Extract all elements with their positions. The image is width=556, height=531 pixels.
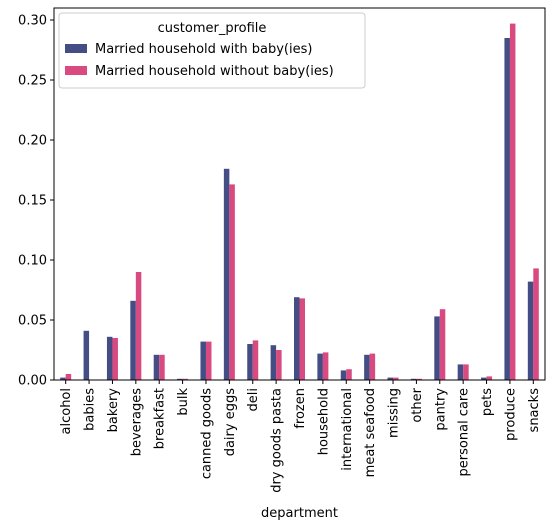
x-tick-label: breakfast <box>153 388 168 449</box>
y-tick-label: 0.10 <box>18 254 47 269</box>
bar-without-babies-deli <box>252 340 259 380</box>
bar-with-babies-beverages <box>130 300 136 380</box>
x-tick-label: dry goods pasta <box>270 388 285 493</box>
bar-with-babies-missing <box>387 377 394 380</box>
x-tick-label: deli <box>246 388 261 411</box>
bar-with-babies-babies <box>83 330 90 380</box>
bar-without-babies-pantry <box>439 309 446 380</box>
bar-with-babies-pantry <box>434 316 440 380</box>
x-tick-label: pets <box>480 388 495 416</box>
y-tick-label: 0.30 <box>18 14 47 29</box>
bar-without-babies-personal-care <box>463 364 469 380</box>
bar-without-babies-household <box>322 352 329 380</box>
bar-without-babies-meat-seafood <box>369 353 376 380</box>
bar-with-babies-household <box>317 353 323 380</box>
bar-with-babies-meat-seafood <box>364 354 370 380</box>
x-tick-label: babies <box>83 388 98 431</box>
bar-without-babies-bakery <box>112 338 118 380</box>
x-tick-label: pantry <box>433 388 448 431</box>
x-tick-label: personal care <box>457 388 472 476</box>
bar-with-babies-bakery <box>106 336 113 380</box>
y-tick-label: 0.15 <box>18 194 47 209</box>
bar-with-babies-canned-goods <box>200 341 206 380</box>
bar-without-babies-alcohol <box>65 374 72 380</box>
legend-swatch-without-babies <box>65 66 87 75</box>
legend-label-without-babies: Married household without baby(ies) <box>95 64 334 79</box>
x-axis-label: department <box>261 506 338 521</box>
bar-with-babies-deli <box>247 344 253 380</box>
bar-without-babies-other <box>416 378 422 380</box>
y-tick-label: 0.25 <box>18 74 47 89</box>
bar-without-babies-dry-goods-pasta <box>276 350 282 380</box>
bar-with-babies-other <box>410 378 417 380</box>
bar-with-babies-dairy-eggs <box>223 168 230 380</box>
bar-with-babies-personal-care <box>457 364 464 380</box>
bar-with-babies-bulk <box>177 378 183 380</box>
x-tick-label: missing <box>387 388 402 438</box>
bar-without-babies-breakfast <box>159 354 165 380</box>
bar-with-babies-dry-goods-pasta <box>270 345 277 380</box>
bar-without-babies-canned-goods <box>205 341 212 380</box>
y-tick-label: 0.05 <box>18 314 47 329</box>
bar-with-babies-snacks <box>527 281 534 380</box>
x-tick-label: meat seafood <box>363 388 378 477</box>
bar-with-babies-produce <box>504 38 510 380</box>
bars-layer <box>60 23 539 380</box>
x-tick-label: canned goods <box>199 388 214 479</box>
plot-frame <box>53 7 546 381</box>
x-tick-label: household <box>316 388 331 455</box>
bar-without-babies-dairy-eggs <box>229 184 235 380</box>
legend: customer_profile Married household with … <box>58 12 366 89</box>
x-tick-label: other <box>410 387 425 422</box>
bar-without-babies-international <box>346 369 352 380</box>
x-tick-label: dairy eggs <box>223 388 238 457</box>
bar-with-babies-frozen <box>294 297 300 380</box>
legend-box <box>58 12 366 89</box>
bar-without-babies-missing <box>393 377 399 380</box>
legend-title: customer_profile <box>158 21 267 36</box>
x-tick-label: alcohol <box>59 388 74 434</box>
bar-without-babies-bulk <box>182 378 189 380</box>
bar-with-babies-alcohol <box>60 377 66 380</box>
x-tick-label: beverages <box>129 388 144 457</box>
x-tick-label: frozen <box>293 388 308 429</box>
x-axis: alcohol babies bakery beverages breakfast bul… <box>59 380 542 493</box>
bar-without-babies-beverages <box>135 272 142 380</box>
y-tick-label: 0.00 <box>18 374 47 389</box>
x-tick-label: bakery <box>106 388 121 433</box>
y-axis: 0.00 0.05 0.10 0.15 0.20 0.25 0.30 <box>18 14 54 389</box>
bar-without-babies-snacks <box>533 268 539 380</box>
bar-with-babies-breakfast <box>153 354 160 380</box>
x-tick-label: bulk <box>176 388 191 416</box>
x-tick-label: snacks <box>527 388 542 433</box>
x-tick-label: produce <box>503 388 518 441</box>
y-tick-label: 0.20 <box>18 134 47 149</box>
bar-without-babies-produce <box>509 23 516 380</box>
x-tick-label: international <box>340 388 355 471</box>
legend-label-with-babies: Married household with baby(ies) <box>95 42 312 57</box>
bar-without-babies-frozen <box>299 298 305 380</box>
bar-with-babies-pets <box>481 377 487 380</box>
bar-without-babies-pets <box>486 376 493 380</box>
bar-with-babies-international <box>340 370 347 380</box>
legend-swatch-with-babies <box>65 44 87 53</box>
